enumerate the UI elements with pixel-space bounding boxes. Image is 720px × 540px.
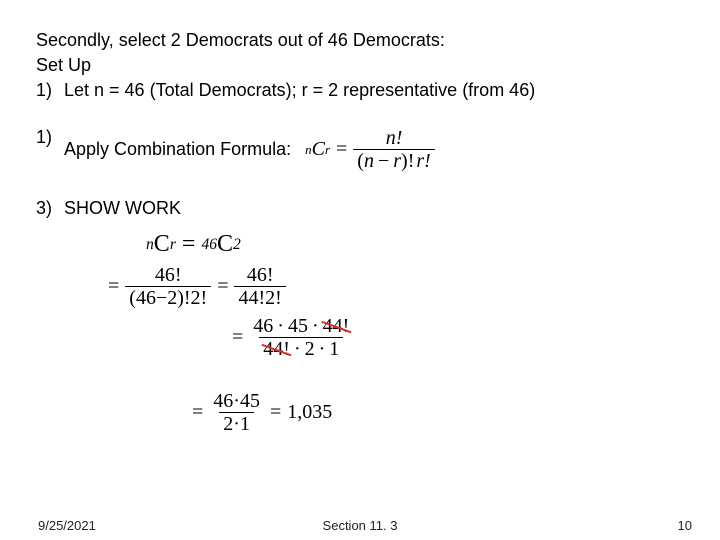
step-3-num: 3) <box>36 198 64 219</box>
formula-C: C <box>312 138 325 161</box>
cancel-44fact-top: 44! <box>323 315 350 337</box>
intro-line-2: Set Up <box>36 55 684 76</box>
formula-eq: = <box>336 138 347 161</box>
step-2: 1) Apply Combination Formula: n C r = n!… <box>36 127 684 172</box>
cancel-44fact-bot: 44! <box>263 338 290 360</box>
work-area: n C r = 46 C 2 = 46! (46−2)!2! = 46! 44!… <box>146 231 684 435</box>
footer-page: 10 <box>678 518 692 533</box>
formula-fraction: n! (n−r)!r! <box>353 127 435 172</box>
final-answer: 1,035 <box>287 401 332 424</box>
step-3: 3) SHOW WORK <box>36 198 684 219</box>
intro-line-1: Secondly, select 2 Democrats out of 46 D… <box>36 30 684 51</box>
work-line-2: = 46! (46−2)!2! = 46! 44!2! <box>102 264 684 309</box>
slide-body: Secondly, select 2 Democrats out of 46 D… <box>0 0 720 435</box>
work-l3-frac: 46·45·44! 44!·2·1 <box>249 315 353 360</box>
formula-r-sub: r <box>325 142 330 158</box>
footer-section: Section 11. 3 <box>323 518 398 533</box>
step-2-num: 1) <box>36 127 64 172</box>
step-3-text: SHOW WORK <box>64 198 181 219</box>
step-1-text: Let n = 46 (Total Democrats); r = 2 repr… <box>64 80 535 101</box>
combination-formula: n C r = n! (n−r)!r! <box>305 127 435 172</box>
work-l2-frac1: 46! (46−2)!2! <box>125 264 211 309</box>
formula-num: n! <box>382 127 407 149</box>
step-2-text: Apply Combination Formula: <box>64 139 291 160</box>
work-line-1: n C r = 46 C 2 <box>146 231 684 258</box>
work-l2-frac2: 46! 44!2! <box>234 264 285 309</box>
formula-den: (n−r)!r! <box>353 149 435 172</box>
work-line-4: = 46·45 2·1 = 1,035 <box>186 390 684 435</box>
step-1: 1) Let n = 46 (Total Democrats); r = 2 r… <box>36 80 684 101</box>
step-1-num: 1) <box>36 80 64 101</box>
footer-date: 9/25/2021 <box>38 518 96 533</box>
work-line-3: = 46·45·44! 44!·2·1 <box>226 315 684 360</box>
work-l4-frac: 46·45 2·1 <box>209 390 264 435</box>
